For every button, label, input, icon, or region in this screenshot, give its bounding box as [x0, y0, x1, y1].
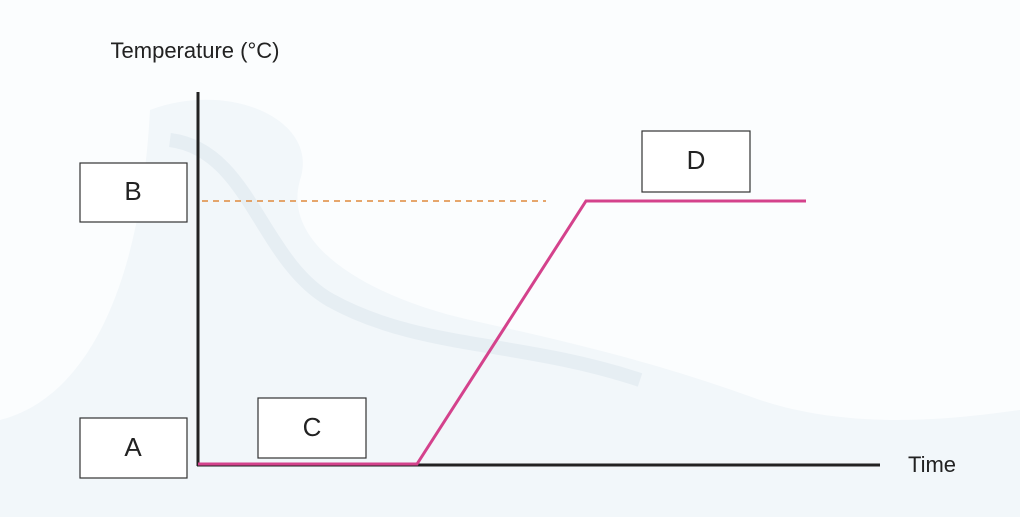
box-b: B — [79, 162, 188, 223]
box-label: B — [124, 176, 141, 206]
box-label: D — [687, 145, 706, 175]
box-label: C — [303, 412, 322, 442]
box-a: A — [79, 417, 188, 479]
background-wave-stroke — [168, 133, 643, 387]
box-label: A — [124, 432, 142, 462]
x-axis-label: Time — [908, 452, 956, 477]
y-axis-label: Temperature (°C) — [111, 38, 280, 63]
heating-curve — [198, 199, 806, 466]
box-d: D — [641, 130, 751, 193]
box-c: C — [257, 397, 367, 459]
